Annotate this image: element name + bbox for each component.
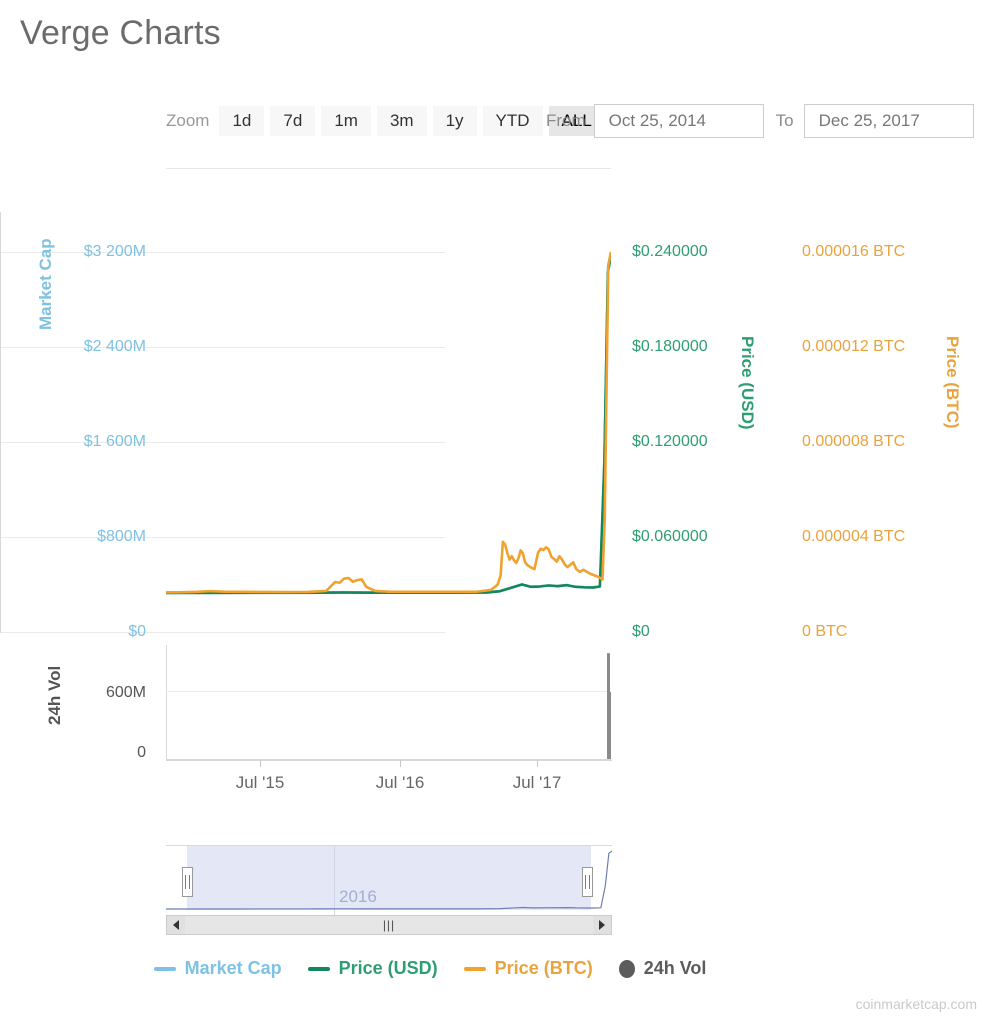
volume-gridline	[166, 691, 611, 692]
legend-label-24h-vol: 24h Vol	[643, 958, 707, 978]
legend-item-24h-vol[interactable]: 24h Vol	[618, 958, 707, 979]
series-line-price-btc-	[166, 251, 611, 594]
legend-item-market-cap[interactable]: Market Cap	[153, 958, 282, 979]
gridline-5	[0, 632, 445, 633]
ytick-price-usd-4: $0	[632, 623, 650, 640]
volume-bottom-axis	[166, 759, 611, 760]
navigator-right-handle[interactable]	[582, 867, 593, 897]
scrollbar-grip-icon[interactable]: |||	[382, 918, 396, 932]
axis-title-price-btc: Price (BTC)	[943, 336, 962, 429]
legend-label-price-usd: Price (USD)	[338, 958, 438, 978]
xtick-label-0: Jul '15	[235, 773, 285, 792]
volume-left-axis	[166, 645, 167, 760]
ytick-market-cap-3: $800M	[97, 528, 146, 545]
handle-grip-icon	[585, 875, 590, 889]
chart-canvas: Market Cap $3 200M $2 400M $1 600M $800M…	[0, 150, 991, 810]
zoom-label: Zoom	[166, 111, 210, 130]
legend-line-icon	[153, 966, 176, 971]
legend-label-price-btc: Price (BTC)	[494, 958, 593, 978]
ytick-price-usd-1: $0.180000	[632, 338, 708, 355]
main-plot-left-axis	[0, 212, 1, 633]
legend-label-market-cap: Market Cap	[184, 958, 282, 978]
ytick-market-cap-1: $2 400M	[83, 338, 146, 355]
gridline-1	[0, 252, 445, 253]
ytick-price-btc-0: 0.000016 BTC	[802, 243, 906, 260]
x-axis-line	[166, 760, 612, 761]
date-range-inputs: From Oct 25, 2014 To Dec 25, 2017	[546, 101, 974, 141]
navigator[interactable]: 2016 |||	[166, 845, 612, 935]
page-title: Verge Charts	[20, 14, 221, 52]
gridline-4	[0, 537, 445, 538]
to-label: To	[775, 111, 794, 130]
range-button-ytd[interactable]: YTD	[482, 106, 543, 136]
ytick-vol-0: 600M	[105, 684, 146, 701]
volume-bar	[607, 653, 610, 759]
handle-grip-icon	[185, 875, 190, 889]
range-button-1d[interactable]: 1d	[219, 106, 265, 136]
range-button-1m[interactable]: 1m	[321, 106, 371, 136]
gridline-2	[0, 347, 445, 348]
scroll-right-arrow-icon[interactable]	[592, 916, 611, 934]
ytick-price-usd-0: $0.240000	[632, 243, 708, 260]
navigator-year-gridline	[334, 846, 335, 922]
volume-bar	[608, 692, 611, 759]
legend-line-icon	[463, 966, 486, 971]
series-line-market-cap	[166, 251, 611, 595]
watermark: coinmarketcap.com	[855, 996, 977, 1012]
ytick-market-cap-4: $0	[128, 623, 146, 640]
from-label: From	[546, 111, 586, 130]
ytick-market-cap-2: $1 600M	[83, 433, 146, 450]
legend-line-icon	[307, 966, 330, 971]
ytick-price-usd-3: $0.060000	[632, 528, 708, 545]
ytick-vol-1: 0	[137, 744, 146, 761]
xtick-label-2: Jul '17	[512, 773, 562, 792]
ytick-price-usd-2: $0.120000	[632, 433, 708, 450]
legend-dot-icon	[618, 959, 635, 978]
xtick-mark-0	[260, 760, 261, 767]
volume-panel	[166, 645, 611, 760]
volume-bars	[607, 653, 611, 759]
xtick-label-1: Jul '16	[375, 773, 425, 792]
to-date-input[interactable]: Dec 25, 2017	[803, 104, 974, 138]
legend-item-price-btc[interactable]: Price (BTC)	[463, 958, 593, 979]
ytick-market-cap-0: $3 200M	[83, 243, 146, 260]
axis-title-price-usd: Price (USD)	[738, 336, 757, 430]
navigator-year-label: 2016	[339, 887, 377, 906]
range-button-7d[interactable]: 7d	[270, 106, 316, 136]
navigator-top-line	[166, 845, 612, 846]
navigator-left-handle[interactable]	[182, 867, 193, 897]
ytick-price-btc-3: 0.000004 BTC	[802, 528, 906, 545]
navigator-scrollbar[interactable]: |||	[166, 915, 612, 935]
series-line-price-usd-	[166, 255, 611, 595]
range-button-3m[interactable]: 3m	[376, 106, 427, 136]
ytick-price-btc-4: 0 BTC	[802, 623, 848, 640]
chart-top-divider	[166, 168, 611, 169]
range-button-1y[interactable]: 1y	[432, 106, 477, 136]
ytick-price-btc-2: 0.000008 BTC	[802, 433, 906, 450]
price-series-plot	[166, 251, 611, 595]
chart-legend: Market Cap Price (USD) Price (BTC) 24h V…	[0, 958, 860, 979]
xtick-mark-2	[537, 760, 538, 767]
navigator-series	[166, 850, 612, 910]
from-date-input[interactable]: Oct 25, 2014	[593, 104, 764, 138]
ytick-price-btc-1: 0.000012 BTC	[802, 338, 906, 355]
xtick-mark-1	[400, 760, 401, 767]
gridline-3	[0, 442, 445, 443]
scroll-left-arrow-icon[interactable]	[167, 916, 185, 934]
legend-item-price-usd[interactable]: Price (USD)	[307, 958, 438, 979]
navigator-selection-mask[interactable]	[187, 846, 591, 910]
range-selector: Zoom 1d 7d 1m 3m 1y YTD ALL	[166, 101, 611, 141]
